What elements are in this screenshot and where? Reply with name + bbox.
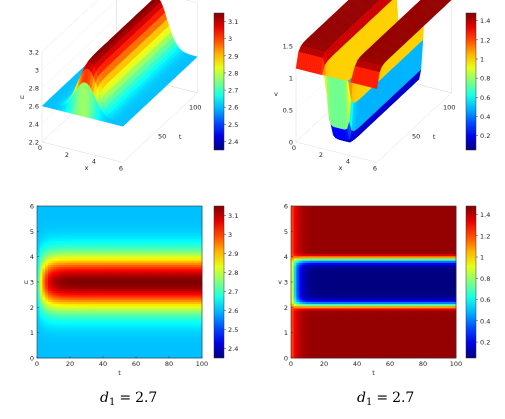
- v-colorbar-tick-label: 0.6: [480, 94, 490, 102]
- u-heatmap-cell: [92, 206, 96, 209]
- u-colorbar-tick-label: 2.7: [228, 87, 238, 95]
- u-heatmap-cell: [61, 206, 65, 209]
- v-surface-xtick-label: 0: [292, 144, 296, 152]
- u-surface-ztick-label: 2.8: [29, 85, 39, 93]
- u-colorbar-tick-label: 3.1: [228, 18, 238, 26]
- v-surface-ztick-label: 1.5: [283, 43, 293, 51]
- v-surface-xtick-label: 2: [319, 151, 323, 159]
- u-colorbar-bar: [213, 12, 225, 151]
- u-heatmap-cell: [83, 206, 87, 209]
- figure: 2.2 2.4 2.6 2.8 3 3.2 0 2 4 6 50 100 x t u 3.1 3 2.9 2.8 2.…: [20, 0, 490, 377]
- u-heatmap-cell: [130, 206, 134, 209]
- v-surface-ztick-label: 0.5: [283, 107, 293, 115]
- u-heatmap-cell: [86, 206, 90, 209]
- v-colorbar-bar: [465, 12, 477, 151]
- u-heatmap-cell: [119, 206, 123, 209]
- u-heatmap-cell: [75, 206, 79, 209]
- u-surface-ztick-label: 2.2: [29, 139, 39, 147]
- v-surface-zlabel: v: [274, 90, 278, 98]
- v-surface-xtick-label: 6: [373, 164, 377, 172]
- v-colorbar-tick-label: 0.4: [480, 113, 490, 121]
- u-surface-ytick-label: 50: [158, 132, 166, 140]
- u-heatmap-cell: [64, 206, 68, 209]
- u-heatmap-cell: [37, 206, 41, 209]
- u-heatmap-cell: [89, 206, 93, 209]
- v-surface-ztick-label: 1: [289, 75, 293, 83]
- u-heatmap-cell: [125, 206, 129, 209]
- u-surface-ytick-label: 100: [189, 103, 201, 111]
- u-heatmap-cell: [78, 206, 82, 209]
- u-colorbar-tick-label: 3: [228, 35, 232, 43]
- u-surface-zgrid: [41, 18, 117, 89]
- u-colorbar-tick-label: 2.5: [228, 121, 238, 129]
- u-heatmap-cell: [70, 206, 74, 209]
- u-surface-xtick-label: 2: [65, 151, 69, 159]
- u-heatmap-cell: [59, 206, 63, 209]
- v-surface-xtick-label: 4: [346, 158, 350, 166]
- u-heatmap-cell: [56, 206, 60, 209]
- u-heatmap-cell: [105, 206, 109, 209]
- u-heatmap-cell: [81, 206, 85, 209]
- u-colorbar-tick-label: 2.8: [228, 69, 238, 77]
- v-surface-ytick-label: 100: [443, 103, 455, 111]
- u-surface-xtick-label: 6: [119, 164, 123, 172]
- v-colorbar-tick-label: 1: [480, 55, 484, 63]
- v-colorbar-tick-label: 1.2: [480, 36, 490, 44]
- u-surface-zlabel: u: [20, 93, 24, 101]
- v-surface-xlabel: x: [339, 164, 343, 172]
- u-heatmap-cell: [45, 206, 49, 209]
- u-heatmap-cell: [50, 206, 54, 209]
- u-heatmap-cell: [108, 206, 112, 209]
- v-colorbar-tick-label: 1.4: [480, 17, 490, 25]
- u-heatmap-cell: [100, 206, 104, 209]
- u-surface-xtick-label: 4: [92, 158, 96, 166]
- u-heatmap-cell: [72, 206, 76, 209]
- u-surface-ylabel: t: [179, 133, 182, 141]
- v-surface-ytick-label: 50: [412, 132, 420, 140]
- u-heatmap-cell: [114, 206, 118, 209]
- u-heatmap-cell: [122, 206, 126, 209]
- v-surface-ylabel: t: [433, 133, 436, 141]
- u-heatmap-cell: [94, 206, 98, 209]
- u-heatmap-cell: [116, 206, 120, 209]
- u-surface-xtick-label: 0: [38, 144, 42, 152]
- u-heatmap-cell: [127, 206, 131, 209]
- u-heatmap-cell: [111, 206, 115, 209]
- u-surface-zgrid: [41, 0, 117, 71]
- u-surface-zgrid: [41, 0, 98, 53]
- u-colorbar-tick-label: 2.4: [228, 138, 238, 146]
- u-colorbar-tick-label: 2.6: [228, 104, 238, 112]
- u-heatmap-cell: [39, 206, 43, 209]
- u-heatmap-cell: [48, 206, 52, 209]
- v-colorbar-tick-label: 0.8: [480, 75, 490, 83]
- u-heatmap-cell: [67, 206, 71, 209]
- v-colorbar-tick-label: 0.2: [480, 132, 490, 140]
- u-colorbar-tick-label: 2.9: [228, 52, 238, 60]
- u-surface-ztick-label: 3.2: [29, 49, 39, 57]
- u-heatmap-cell: [42, 206, 46, 209]
- u-heatmap-cell: [53, 206, 57, 209]
- u-surface-ztick-label: 2.6: [29, 103, 39, 111]
- u-surface-ztick-label: 2.4: [29, 121, 39, 129]
- u-surface-xlabel: x: [85, 164, 89, 172]
- u-surface-ztick-label: 3: [35, 67, 39, 75]
- u-heatmap-cell: [97, 206, 101, 209]
- u-heatmap-cell: [103, 206, 107, 209]
